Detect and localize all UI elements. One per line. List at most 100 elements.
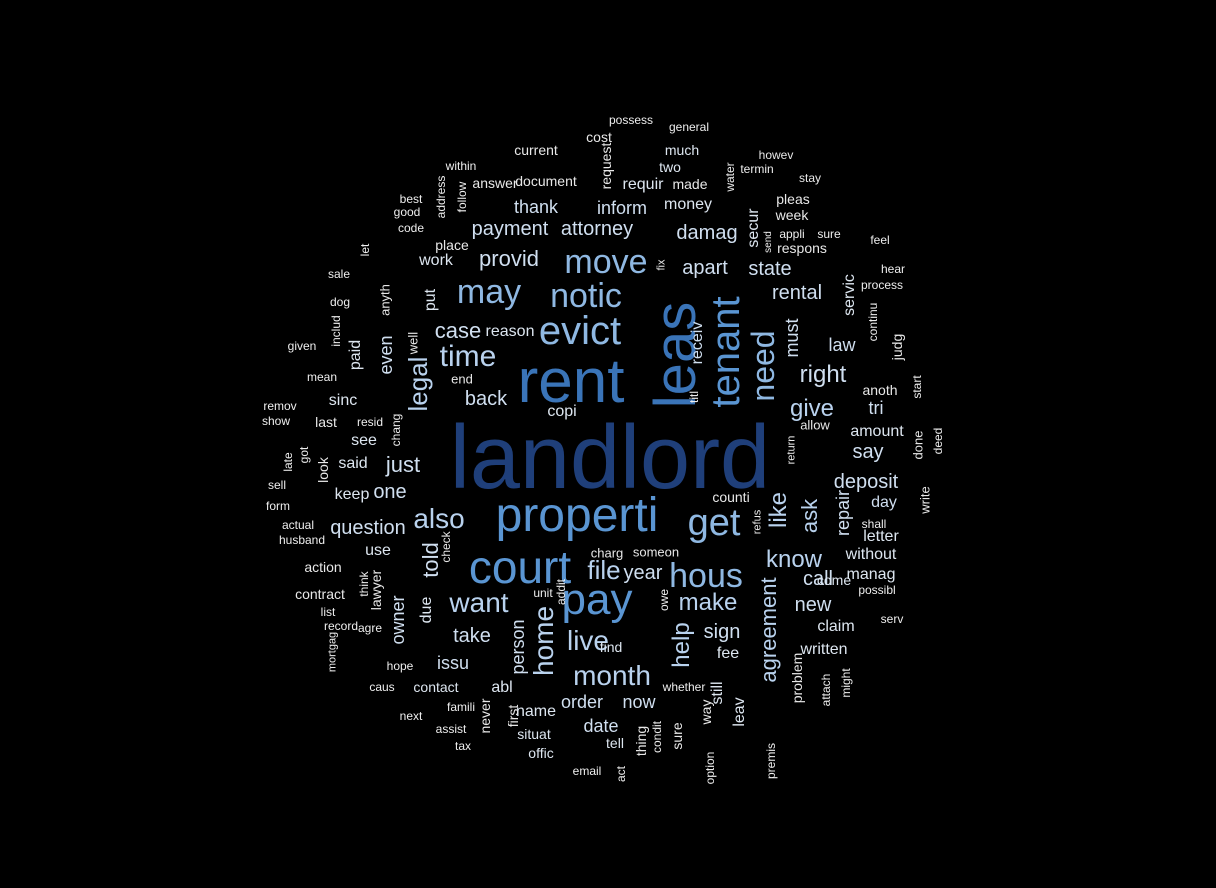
word-within: within	[445, 159, 477, 173]
word-paid: paid	[347, 339, 364, 371]
word-sale: sale	[327, 267, 351, 281]
word-start: start	[910, 375, 924, 399]
word-one: one	[373, 481, 407, 503]
word-need: need	[745, 330, 781, 402]
word-contact: contact	[413, 679, 459, 695]
word-work: work	[419, 252, 453, 269]
word-feel: feel	[870, 233, 890, 247]
word-servic: servic	[841, 274, 858, 316]
word-find: find	[599, 639, 623, 655]
word-pay: pay	[561, 575, 633, 624]
word-may: may	[456, 273, 522, 311]
word-tax: tax	[454, 739, 472, 753]
word-chang: chang	[389, 413, 403, 447]
word-refus: refus	[751, 509, 764, 535]
word-see: see	[351, 432, 377, 449]
word-answer: answer	[472, 175, 518, 191]
word-put: put	[422, 288, 439, 312]
word-contract: contract	[295, 586, 345, 602]
word-landlord: landlord	[449, 408, 771, 508]
word-code: code	[397, 221, 425, 235]
word-address: address	[434, 175, 448, 219]
word-option: option	[703, 751, 717, 785]
word-never: never	[477, 698, 493, 734]
word-must: must	[782, 318, 802, 358]
word-sure: sure	[669, 722, 685, 750]
word-act: act	[614, 765, 628, 783]
word-lawyer: lawyer	[368, 569, 384, 611]
word-situat: situat	[517, 726, 551, 742]
word-day: day	[871, 494, 897, 511]
word-way: way	[698, 699, 714, 725]
word-unit: unit	[533, 586, 553, 600]
word-sell: sell	[267, 478, 287, 492]
word-written: written	[800, 641, 848, 658]
word-come: come	[816, 572, 852, 588]
word-copi: copi	[547, 403, 577, 420]
word-continu: continu	[866, 302, 880, 342]
word-state: state	[748, 258, 792, 280]
word-done: done	[910, 430, 926, 460]
word-process: process	[860, 278, 904, 292]
word-due: due	[418, 596, 435, 624]
word-problem: problem	[789, 652, 805, 704]
word-rental: rental	[771, 282, 823, 304]
word-anyth: anyth	[377, 284, 393, 316]
word-manag: manag	[846, 566, 896, 583]
word-allow: allow	[800, 417, 830, 433]
word-caus: caus	[369, 680, 395, 694]
word-got: got	[297, 446, 311, 464]
word-also: also	[413, 503, 465, 534]
word-abl: abl	[491, 679, 513, 696]
word-someon: someon	[632, 544, 680, 560]
word-request: request	[598, 142, 614, 190]
word-repair: repair	[833, 489, 853, 537]
word-claim: claim	[817, 618, 855, 635]
word-respons: respons	[777, 240, 827, 256]
word-serv: serv	[880, 612, 904, 626]
word-order: order	[560, 692, 604, 712]
word-made: made	[672, 176, 708, 192]
word-next: next	[399, 709, 423, 723]
word-hous: hous	[669, 557, 743, 595]
word-well: well	[405, 331, 421, 355]
word-right: right	[799, 361, 847, 388]
word-move: move	[564, 243, 648, 281]
word-question: question	[330, 517, 406, 539]
word-file: file	[587, 555, 621, 585]
word-fix: fix	[655, 259, 668, 271]
word-tri: tri	[868, 398, 884, 418]
word-water: water	[723, 162, 737, 192]
word-general: general	[668, 120, 710, 134]
word-might: might	[839, 668, 853, 698]
word-husband: husband	[278, 533, 326, 547]
word-law: law	[828, 335, 856, 355]
word-letter: letter	[863, 528, 899, 545]
word-possibl: possibl	[858, 583, 896, 597]
word-actual: actual	[281, 518, 315, 532]
word-even: even	[376, 335, 396, 375]
word-requir: requir	[622, 176, 664, 193]
word-end: end	[451, 371, 473, 387]
word-home: home	[528, 605, 559, 677]
word-payment: payment	[471, 218, 549, 240]
word-thank: thank	[513, 197, 559, 217]
word-cost: cost	[586, 129, 612, 145]
word-look: look	[315, 457, 331, 483]
word-thing: thing	[633, 725, 649, 757]
word-fee: fee	[716, 645, 740, 662]
word-agreement: agreement	[756, 577, 781, 683]
word-place: place	[435, 237, 469, 253]
word-attach: attach	[819, 673, 833, 707]
word-list: list	[320, 605, 336, 619]
word-follow: follow	[455, 181, 469, 213]
word-deed: deed	[931, 427, 945, 455]
word-person: person	[508, 619, 528, 675]
word-let: let	[358, 243, 372, 257]
word-dog: dog	[329, 295, 351, 309]
word-week: week	[775, 207, 809, 223]
word-counti: counti	[712, 489, 750, 505]
word-ask: ask	[797, 498, 822, 534]
word-date: date	[583, 716, 619, 736]
word-much: much	[664, 142, 700, 158]
